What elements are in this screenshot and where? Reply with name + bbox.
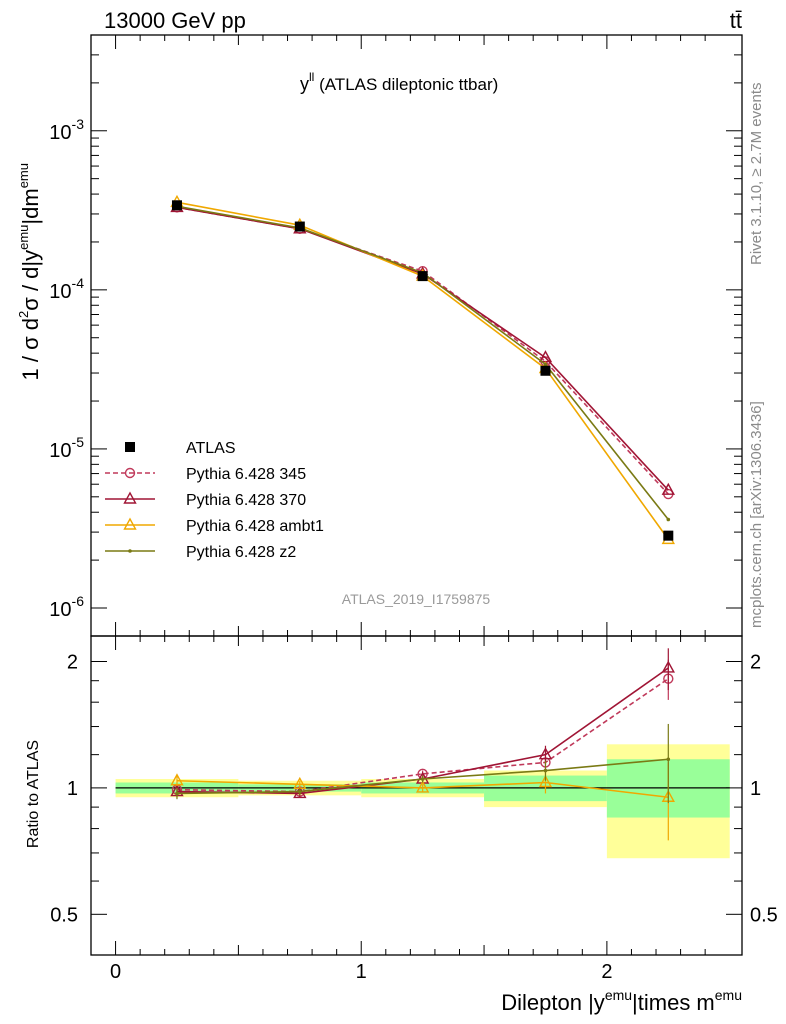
ratio-tick-label-right: 0.5 bbox=[750, 904, 778, 926]
ratio-point-3 bbox=[666, 757, 671, 762]
legend-label-1: Pythia 6.428 370 bbox=[186, 492, 306, 509]
rivet-label: Rivet 3.1.10, ≥ 2.7M events bbox=[748, 83, 765, 266]
ratio-frame bbox=[90, 635, 743, 956]
ratio-tick-label-left: 1 bbox=[67, 778, 78, 800]
legend-label-data: ATLAS bbox=[186, 440, 236, 457]
ratio-point-1 bbox=[293, 785, 307, 799]
ratio-line-0 bbox=[176, 678, 669, 793]
ratio-tick-label-right: 2 bbox=[750, 651, 761, 673]
ratio-point-2 bbox=[170, 773, 184, 786]
ratio-point-3 bbox=[175, 791, 179, 796]
plot-title-main: y bbox=[300, 74, 309, 94]
x-axis-label: Dilepton |yemu|times memu bbox=[501, 987, 742, 1015]
legend: ATLAS Pythia 6.428 345 Pythia 6.428 370 Pyt… bbox=[105, 440, 324, 561]
y-tick-label: 10-6 bbox=[49, 593, 84, 621]
legend-marker-3 bbox=[128, 549, 132, 553]
ratio-point-2 bbox=[538, 775, 553, 788]
legend-label-3: Pythia 6.428 z2 bbox=[186, 544, 296, 561]
legend-marker-data bbox=[125, 442, 135, 452]
y-tick-label: 10-3 bbox=[49, 116, 84, 144]
legend-label-2: Pythia 6.428 ambt1 bbox=[186, 518, 324, 535]
series-line-2 bbox=[176, 201, 669, 540]
x-tick-label: 1 bbox=[356, 961, 367, 983]
mcplots-label: mcplots.cern.ch [arXiv:1306.3436] bbox=[748, 401, 765, 628]
data-point bbox=[417, 271, 428, 282]
ratio-point-1 bbox=[538, 747, 553, 760]
legend-marker-0 bbox=[124, 467, 136, 479]
header-left: 13000 GeV pp bbox=[104, 8, 246, 33]
ratio-tick-label-left: 0.5 bbox=[50, 904, 78, 926]
y-axis-label: 1 / σ d2σ / d|yemu|dmemu bbox=[16, 163, 43, 380]
header-right: tt̄ bbox=[730, 8, 742, 33]
x-tick-label: 0 bbox=[110, 961, 121, 983]
ratio-point-2 bbox=[415, 780, 430, 793]
ratio-point-3 bbox=[420, 777, 425, 781]
ratio-axis-label: Ratio to ATLAS bbox=[25, 740, 42, 848]
x-tick-label: 2 bbox=[601, 961, 612, 983]
legend-marker-2 bbox=[123, 517, 137, 530]
ratio-tick-label-right: 1 bbox=[750, 778, 761, 800]
legend-label-0: Pythia 6.428 345 bbox=[186, 466, 306, 483]
analysis-label: ATLAS_2019_I1759875 bbox=[342, 591, 491, 607]
ratio-point-3 bbox=[543, 768, 548, 773]
y-tick-label: 10-5 bbox=[49, 434, 84, 462]
data-point bbox=[171, 200, 182, 211]
plot-title-rest: (ATLAS dileptonic ttbar) bbox=[314, 75, 498, 94]
y-tick-label: 10-4 bbox=[49, 275, 84, 303]
series-point-1 bbox=[661, 482, 675, 495]
data-point bbox=[540, 365, 551, 376]
series-point-3 bbox=[666, 517, 671, 522]
legend-marker-1 bbox=[123, 491, 137, 504]
series-line-1 bbox=[176, 206, 669, 491]
plot-title-sup: ll bbox=[309, 70, 314, 84]
series-point-3 bbox=[543, 362, 548, 367]
data-point bbox=[294, 221, 305, 232]
plot-title: yll (ATLAS dileptonic ttbar) bbox=[300, 70, 498, 94]
series-line-0 bbox=[176, 206, 669, 495]
data-point bbox=[663, 530, 674, 541]
ratio-point-1 bbox=[661, 660, 675, 673]
ratio-tick-label-left: 2 bbox=[67, 651, 78, 673]
ratio-point-3 bbox=[298, 789, 302, 794]
